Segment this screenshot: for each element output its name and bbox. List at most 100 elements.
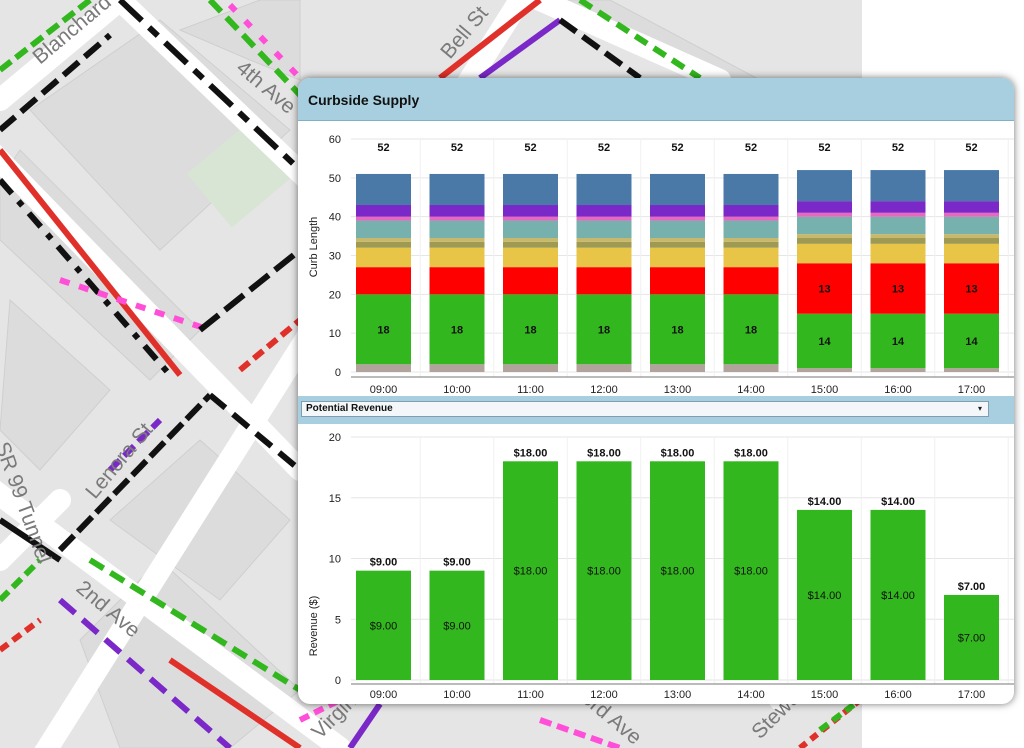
supply-bar-segment-pink	[870, 212, 926, 217]
supply-bar-segment-purple	[429, 205, 485, 217]
revenue-bar	[576, 461, 632, 680]
supply-segment-label: 18	[451, 324, 463, 336]
revenue-bar-inner-label: $18.00	[514, 566, 548, 578]
supply-bars: 18 52 18 52 18 52 18 52 18 52 18 52 14 13 52 14 13 52 14 13…	[356, 142, 999, 372]
supply-bar-segment-olive	[870, 238, 926, 244]
revenue-bar-top-label: $9.00	[370, 557, 398, 569]
supply-bar-segment-khaki	[723, 238, 779, 242]
revenue-bar-inner-label: $9.00	[443, 620, 471, 632]
supply-bar-segment-red	[650, 267, 705, 295]
supply-bar-segment-olive	[356, 241, 411, 248]
supply-x-tick-label: 12:00	[590, 384, 618, 396]
supply-y-tick-label: 50	[329, 173, 341, 185]
supply-x-tick-label: 16:00	[884, 384, 912, 396]
supply-y-tick-label: 60	[329, 134, 341, 146]
revenue-bar	[503, 461, 558, 680]
revenue-bar-top-label: $7.00	[958, 581, 986, 593]
supply-bar-segment-olive	[797, 238, 852, 244]
supply-y-tick-label: 30	[329, 251, 341, 263]
supply-bar-segment-teal	[944, 216, 999, 235]
supply-bar-segment-olive	[503, 241, 558, 248]
supply-bar-segment-red	[944, 263, 999, 314]
metric-selector-bar: Potential Revenue ▾	[298, 396, 1014, 424]
supply-y-tick-label: 10	[329, 328, 341, 340]
revenue-bar	[356, 570, 411, 680]
supply-bar-segment-teal	[429, 220, 485, 239]
supply-total-label: 52	[671, 142, 683, 154]
supply-segment-label: 14	[892, 336, 905, 348]
supply-bar-segment-red	[797, 263, 852, 314]
supply-x-tick-label: 17:00	[958, 384, 986, 396]
supply-bar-segment-pink	[944, 212, 999, 217]
panel-header[interactable]: Curbside Supply	[298, 78, 1014, 121]
revenue-x-tick-label: 12:00	[590, 689, 618, 701]
supply-bar-segment-purple	[503, 205, 558, 217]
revenue-bar-inner-label: $7.00	[958, 632, 986, 644]
supply-bar-segment-khaki	[650, 238, 705, 242]
supply-bar-segment-yellow	[650, 247, 705, 268]
supply-total-label: 52	[745, 142, 757, 154]
supply-bar-segment-red	[356, 267, 411, 295]
supply-bar-segment-green	[429, 294, 485, 365]
supply-bar-segment-yellow	[944, 243, 999, 264]
supply-bar-segment-red	[723, 267, 779, 295]
supply-bar-segment-green	[650, 294, 705, 365]
supply-bar-segment-green	[944, 313, 999, 369]
supply-bar-segment-green	[576, 294, 632, 365]
supply-bar-segment-olive	[723, 241, 779, 248]
supply-bar-segment-taupe	[944, 368, 999, 372]
supply-segment-label: 13	[892, 284, 904, 296]
supply-bar-segment-taupe	[429, 364, 485, 372]
supply-bar-segment-red	[576, 267, 632, 295]
supply-bar-segment-taupe	[576, 364, 632, 372]
revenue-bar	[723, 461, 779, 680]
supply-bar-segment-olive	[429, 241, 485, 248]
revenue-x-tick-label: 10:00	[443, 689, 471, 701]
supply-bar-segment-yellow	[503, 247, 558, 268]
supply-bar-segment-blue	[356, 173, 411, 206]
supply-segment-label: 14	[818, 336, 831, 348]
supply-bar-segment-taupe	[503, 364, 558, 372]
supply-bar-segment-purple	[723, 205, 779, 217]
revenue-y-tick-label: 5	[335, 614, 341, 626]
supply-total-label: 52	[451, 142, 463, 154]
revenue-y-axis: 0 5 10 15 20	[329, 432, 341, 687]
chevron-down-icon[interactable]: ▾	[977, 404, 982, 413]
revenue-x-tick-label: 09:00	[370, 689, 398, 701]
supply-bar-segment-pink	[650, 216, 705, 221]
revenue-bar	[944, 594, 999, 680]
supply-segment-label: 13	[965, 284, 977, 296]
revenue-bar	[429, 570, 485, 680]
supply-bar-segment-blue	[576, 173, 632, 206]
metric-dropdown-value: Potential Revenue	[306, 403, 393, 414]
supply-bar-segment-blue	[650, 173, 705, 206]
supply-bar-segment-purple	[944, 201, 999, 213]
supply-bar-segment-teal	[870, 216, 926, 235]
revenue-bar-inner-label: $18.00	[661, 566, 695, 578]
supply-bar-segment-khaki	[797, 234, 852, 239]
revenue-bar-top-label: $14.00	[881, 496, 915, 508]
supply-bar-segment-khaki	[870, 234, 926, 239]
supply-bar-segment-yellow	[723, 247, 779, 268]
revenue-y-tick-label: 15	[329, 493, 341, 505]
metric-dropdown[interactable]: Potential Revenue ▾	[301, 401, 989, 417]
supply-bar-segment-yellow	[870, 243, 926, 264]
revenue-x-tick-label: 16:00	[884, 689, 912, 701]
revenue-bar-top-label: $9.00	[443, 557, 471, 569]
revenue-bar-inner-label: $18.00	[587, 566, 621, 578]
supply-bar-segment-yellow	[356, 247, 411, 268]
supply-bar-segment-taupe	[356, 364, 411, 372]
supply-bar-segment-teal	[576, 220, 632, 239]
supply-bar-segment-olive	[944, 238, 999, 244]
supply-segment-label: 18	[598, 324, 610, 336]
supply-bar-segment-purple	[576, 205, 632, 217]
supply-bar-segment-teal	[356, 220, 411, 239]
revenue-x-tick-label: 14:00	[737, 689, 765, 701]
revenue-bar-inner-label: $14.00	[808, 590, 842, 602]
supply-x-tick-label: 14:00	[737, 384, 765, 396]
supply-bar-segment-green	[797, 313, 852, 369]
supply-total-label: 52	[524, 142, 536, 154]
curb-segments[interactable]	[0, 0, 862, 748]
